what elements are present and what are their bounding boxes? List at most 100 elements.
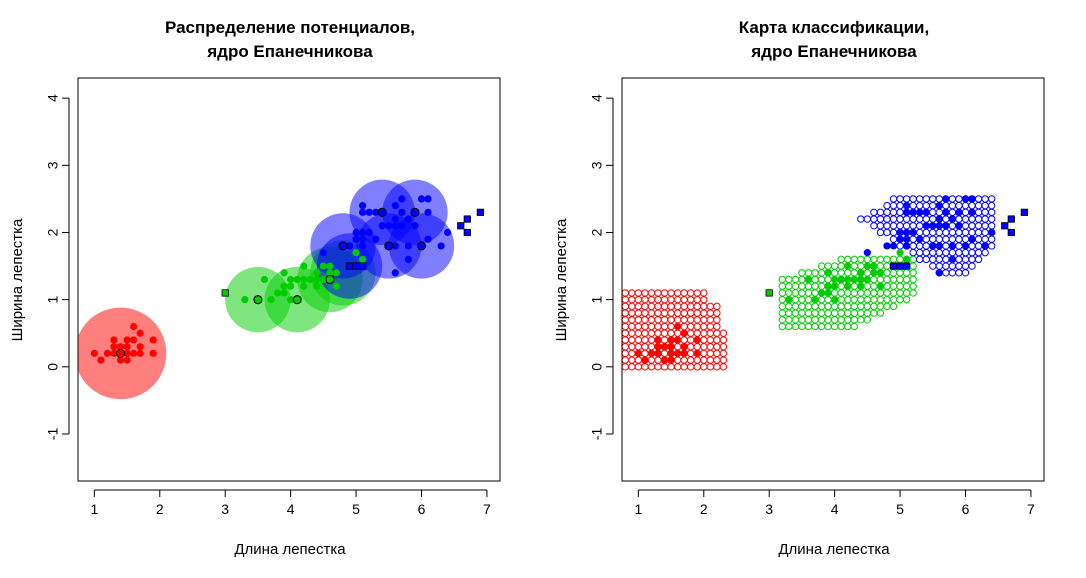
chart-left-point-virginica: [359, 202, 367, 210]
classification-cell-virginica: [981, 208, 989, 217]
classification-cell-versicolor: [909, 262, 917, 270]
classification-cell-virginica: [909, 248, 917, 257]
chart-left-point-versicolor: [326, 262, 334, 270]
classification-cell-virginica: [870, 222, 878, 230]
classification-cell-versicolor: [896, 275, 904, 284]
chart-right-point-virginica: [903, 202, 911, 210]
chart-left-point-versicolor: [319, 262, 327, 270]
classification-cell-virginica: [942, 269, 950, 277]
classification-cell-setosa: [686, 302, 695, 311]
classification-cell-setosa: [686, 336, 695, 344]
classification-cell-versicolor: [896, 289, 904, 297]
classification-cell-setosa: [641, 316, 649, 324]
chart-left-point-setosa: [123, 349, 131, 357]
classification-cell-virginica: [935, 262, 944, 270]
classification-cell-versicolor: [902, 289, 911, 297]
classification-cell-versicolor: [798, 302, 806, 311]
prototype-point-versicolor: [253, 295, 263, 305]
classification-cell-versicolor: [889, 295, 898, 304]
classification-cell-versicolor: [844, 295, 852, 304]
chart-right-frame: [621, 77, 1045, 482]
chart-left-point-versicolor: [300, 262, 308, 270]
chart-left-point-versicolor: [326, 269, 334, 277]
chart-left-point-virginica: [385, 222, 393, 230]
classification-cell-versicolor: [817, 302, 826, 311]
classification-cell-virginica: [942, 228, 950, 237]
classification-cell-versicolor: [857, 289, 865, 297]
classification-cell-virginica: [942, 201, 950, 210]
chart-left-point-versicolor: [313, 269, 321, 277]
chart-right-point-versicolor: [824, 269, 832, 277]
classification-cell-setosa: [628, 342, 636, 351]
classification-cell-virginica: [981, 235, 989, 243]
classification-cell-setosa: [647, 289, 656, 297]
classification-cell-versicolor: [850, 309, 858, 317]
chart-right-point-setosa: [674, 322, 682, 331]
classification-cell-setosa: [680, 363, 688, 371]
classification-cell-setosa: [634, 302, 643, 311]
classification-cell-setosa: [680, 295, 688, 304]
classification-cell-setosa: [634, 322, 643, 331]
classification-cell-setosa: [673, 289, 682, 297]
chart-left-point-virginica: [424, 208, 432, 216]
chart-right-point-virginica: [909, 208, 917, 216]
chart-right-y-tick-label: 0: [589, 363, 605, 371]
classification-cell-versicolor: [778, 282, 786, 290]
classification-cell-versicolor: [902, 269, 911, 277]
chart-right-y-tick-label: 4: [589, 94, 605, 102]
chart-right-point-versicolor: [817, 289, 826, 297]
chart-right-point-versicolor: [811, 296, 819, 304]
chart-right-point-virginica: [961, 242, 970, 250]
classification-cell-virginica: [909, 222, 917, 230]
chart-left-point-virginica: [359, 228, 367, 237]
classification-cell-setosa: [647, 342, 656, 351]
chart-left-point-virginica: [404, 215, 413, 223]
classification-cell-setosa: [700, 309, 708, 317]
classification-cell-virginica: [929, 255, 937, 264]
classification-cell-setosa: [622, 363, 629, 371]
chart-right-point-versicolor: [844, 282, 852, 290]
classification-cell-setosa: [673, 342, 682, 351]
classification-cell-setosa: [634, 289, 643, 297]
chart-left-point-versicolor: [306, 275, 314, 284]
classification-cell-versicolor: [844, 255, 852, 264]
classification-cell-versicolor: [889, 289, 898, 297]
classification-cell-virginica: [915, 195, 924, 203]
chart-right-point-virginica: [903, 242, 911, 250]
chart-left-x-tick-label: 2: [156, 501, 164, 517]
classification-cell-versicolor: [798, 295, 806, 304]
classification-cell-versicolor: [804, 269, 813, 277]
chart-left-point-versicolor: [273, 289, 282, 297]
classification-cell-virginica: [948, 235, 957, 243]
classification-cell-virginica: [968, 201, 976, 210]
chart-right-point-versicolor: [863, 262, 871, 270]
chart-right-x-tick-label: 5: [896, 501, 904, 517]
classification-cell-versicolor: [778, 289, 786, 297]
classification-cell-setosa: [660, 322, 669, 331]
classification-cell-virginica: [961, 235, 970, 243]
chart-left-title-line-2: ядро Епанечникова: [206, 42, 373, 61]
prototype-point-virginica: [416, 241, 427, 251]
chart-left-point-setosa: [97, 356, 105, 364]
classification-cell-virginica: [961, 208, 970, 217]
classification-cell-setosa: [700, 336, 708, 344]
chart-right-point-virginica: [968, 208, 976, 216]
chart-left-ylabel: Ширина лепестка: [9, 218, 26, 341]
classification-cell-setosa: [706, 309, 715, 317]
classification-cell-virginica: [922, 215, 930, 223]
chart-right-point-setosa: [654, 336, 662, 344]
classification-cell-virginica: [961, 269, 970, 277]
classification-cell-virginica: [896, 242, 904, 250]
classification-cell-virginica: [942, 235, 950, 243]
classification-cell-virginica: [935, 195, 944, 203]
classification-cell-virginica: [955, 201, 963, 210]
classification-cell-virginica: [922, 228, 930, 237]
prototype-point-virginica: [384, 241, 394, 251]
classification-cell-setosa: [647, 322, 656, 331]
chart-right-point-versicolor: [824, 289, 832, 297]
chart-right-point-virginica: [942, 222, 950, 230]
classification-cell-virginica: [942, 242, 950, 250]
chart-right-x-tick-label: 7: [1027, 501, 1035, 517]
chart-right-misclassified-point: [889, 262, 898, 270]
classification-cell-virginica: [929, 262, 937, 270]
